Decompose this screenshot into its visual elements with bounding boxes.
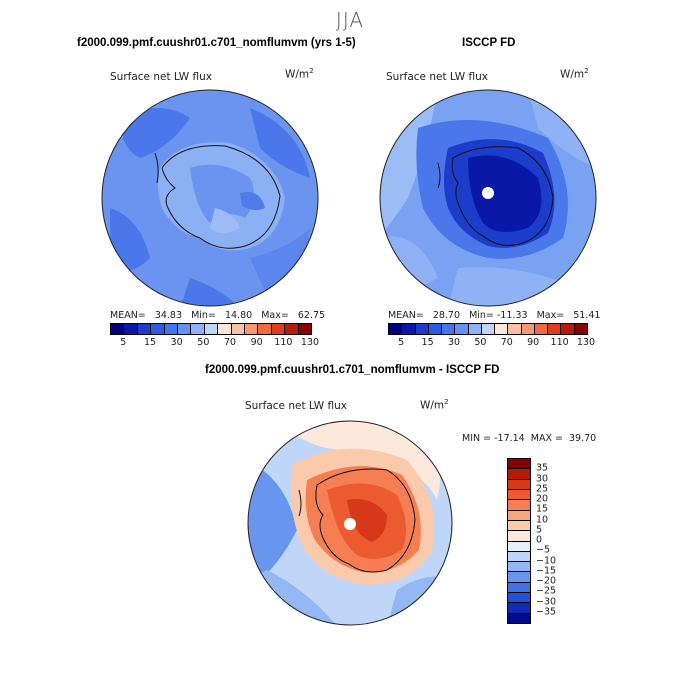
- colorbar-tick-label: 50: [197, 337, 210, 348]
- colorbar-swatch: [111, 324, 125, 334]
- colorbar-tick-label: 90: [527, 337, 540, 348]
- diff-colorbar-ticks: 35 30 25 20 15 10 5 0 −5 −10 −15 −20 −25 −30 −35: [536, 458, 576, 622]
- obs-units-label: W/m2: [560, 67, 589, 81]
- diff-colorbar: [507, 458, 531, 624]
- colorbar-tick-label: 15: [143, 337, 157, 348]
- colorbar-swatch: [508, 520, 530, 532]
- colorbar-swatch: [508, 479, 530, 490]
- colorbar-swatch: [534, 324, 549, 334]
- colorbar-tick-label: 10: [536, 514, 549, 525]
- colorbar-swatch: [415, 324, 429, 334]
- colorbar-swatch: [164, 324, 179, 334]
- colorbar-tick-label: −10: [536, 555, 557, 566]
- colorbar-tick-label: 15: [421, 337, 434, 348]
- colorbar-tick-label: 90: [250, 337, 263, 348]
- obs-panel-title: ISCCP FD: [462, 37, 516, 49]
- colorbar-swatch: [151, 324, 165, 334]
- colorbar-tick-label: 130: [300, 337, 320, 348]
- season-title: JJA: [335, 8, 365, 32]
- colorbar-tick-label: 0: [536, 534, 543, 546]
- colorbar-swatch: [245, 324, 259, 334]
- model-stats: MEAN= 34.83 Min= 14.80 Max= 62.75: [110, 310, 326, 321]
- diff-polar-map: [247, 420, 453, 626]
- colorbar-swatch: [561, 324, 575, 334]
- colorbar-swatch: [124, 324, 138, 334]
- colorbar-swatch: [574, 324, 587, 334]
- colorbar-swatch: [508, 531, 530, 542]
- colorbar-swatch: [204, 324, 219, 334]
- colorbar-swatch: [402, 324, 416, 334]
- colorbar-tick-label: −5: [536, 544, 551, 556]
- colorbar-tick-label: 5: [398, 337, 405, 348]
- colorbar-swatch: [508, 541, 530, 552]
- colorbar-swatch: [521, 324, 535, 334]
- colorbar-tick-label: 110: [550, 337, 569, 348]
- obs-stats: MEAN= 28.70 Min= -11.33 Max= 51.41: [388, 310, 601, 321]
- colorbar-tick-label: 35: [536, 462, 549, 474]
- colorbar-tick-label: 110: [274, 337, 293, 348]
- colorbar-swatch: [508, 324, 522, 334]
- obs-colorbar: [388, 323, 588, 335]
- colorbar-tick-label: −25: [536, 585, 557, 597]
- obs-variable-label: Surface net LW flux: [386, 71, 488, 83]
- colorbar-swatch: [508, 551, 530, 563]
- colorbar-tick-label: 5: [120, 337, 127, 348]
- diff-units-label: W/m2: [420, 398, 449, 412]
- colorbar-tick-label: 30: [447, 337, 461, 348]
- colorbar-swatch: [258, 324, 272, 334]
- model-panel-title: f2000.099.pmf.cuushr01.c701_nomflumvm (y…: [77, 37, 356, 49]
- obs-polar-map: [379, 89, 597, 307]
- colorbar-swatch: [191, 324, 205, 334]
- colorbar-swatch: [442, 324, 456, 334]
- colorbar-swatch: [508, 613, 530, 623]
- colorbar-swatch: [508, 469, 530, 480]
- colorbar-tick-label: 25: [536, 483, 549, 495]
- colorbar-swatch: [231, 324, 246, 334]
- colorbar-tick-label: 30: [170, 337, 183, 348]
- colorbar-swatch: [508, 603, 530, 614]
- model-variable-label: Surface net LW flux: [110, 71, 212, 83]
- colorbar-tick-label: 15: [536, 503, 549, 515]
- colorbar-swatch: [508, 489, 530, 501]
- colorbar-tick-label: 70: [500, 337, 513, 348]
- colorbar-swatch: [495, 324, 509, 334]
- colorbar-swatch: [508, 500, 530, 511]
- colorbar-tick-label: 30: [536, 473, 549, 484]
- colorbar-swatch: [508, 593, 530, 604]
- colorbar-tick-label: −15: [536, 565, 557, 577]
- colorbar-tick-label: −35: [536, 606, 557, 618]
- colorbar-swatch: [508, 582, 530, 594]
- colorbar-swatch: [455, 324, 469, 334]
- colorbar-swatch: [137, 324, 152, 334]
- colorbar-swatch: [508, 510, 530, 521]
- diff-panel-title: f2000.099.pmf.cuushr01.c701_nomflumvm - …: [205, 364, 500, 376]
- model-polar-map: [101, 89, 319, 307]
- colorbar-swatch: [481, 324, 496, 334]
- colorbar-swatch: [218, 324, 232, 334]
- colorbar-tick-label: −30: [536, 596, 557, 607]
- colorbar-swatch: [468, 324, 482, 334]
- colorbar-swatch: [428, 324, 443, 334]
- colorbar-swatch: [298, 324, 312, 334]
- colorbar-swatch: [508, 459, 530, 470]
- model-units-label: W/m2: [285, 67, 314, 81]
- colorbar-tick-label: 130: [576, 337, 596, 348]
- colorbar-tick-label: 20: [536, 493, 549, 505]
- colorbar-swatch: [508, 572, 530, 583]
- colorbar-tick-label: 50: [474, 337, 487, 348]
- colorbar-swatch: [271, 324, 286, 334]
- colorbar-tick-label: 70: [223, 337, 237, 348]
- colorbar-swatch: [178, 324, 192, 334]
- colorbar-tick-label: −20: [536, 575, 557, 587]
- colorbar-swatch: [389, 324, 403, 334]
- colorbar-swatch: [548, 324, 562, 334]
- model-colorbar: [110, 323, 312, 335]
- colorbar-tick-label: 5: [536, 524, 543, 536]
- diff-variable-label: Surface net LW flux: [245, 400, 347, 412]
- diff-stats: MIN = -17.14 MAX = 39.70: [462, 433, 597, 444]
- colorbar-swatch: [508, 562, 530, 573]
- colorbar-swatch: [285, 324, 299, 334]
